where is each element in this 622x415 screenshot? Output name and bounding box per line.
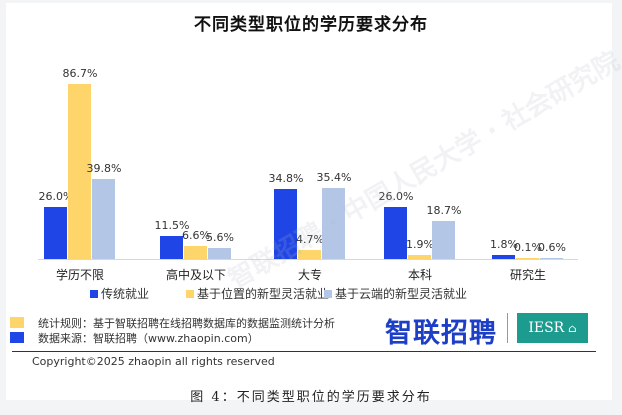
legend-item-traditional: 传统就业	[90, 285, 149, 302]
bar	[92, 178, 115, 259]
legend-swatch-icon	[324, 289, 332, 298]
data-label: 5.6%	[206, 230, 234, 244]
iesr-logo-text: IESR	[528, 320, 565, 336]
data-label: 11.5%	[154, 218, 190, 232]
bar	[68, 84, 91, 259]
statistics-rule-note: 统计规则：基于智联招聘在线招聘数据库的数据监测统计分析	[10, 315, 335, 330]
bar	[492, 255, 515, 259]
category-label: 学历不限	[55, 268, 104, 282]
side-background	[612, 0, 622, 415]
figure-caption: 图 4：不同类型职位的学历要求分布	[190, 390, 432, 405]
legend-swatch-icon	[90, 289, 98, 298]
category-label: 大专	[297, 268, 322, 282]
statistics-rule-text: 统计规则：基于智联招聘在线招聘数据库的数据监测统计分析	[38, 316, 335, 330]
chart-notes: 统计规则：基于智联招聘在线招聘数据库的数据监测统计分析 数据来源：智联招聘（ww…	[10, 315, 335, 345]
bar	[160, 235, 183, 259]
data-label: 0.6%	[538, 240, 566, 254]
bar	[184, 245, 207, 259]
category-label: 本科	[407, 268, 432, 282]
data-label: 34.8%	[268, 171, 304, 185]
zhaopin-logo: 智联招聘	[385, 318, 497, 349]
data-label: 18.7%	[426, 204, 462, 218]
iesr-logo: IESR ⌂	[517, 313, 588, 343]
bar	[516, 258, 539, 259]
bar-chart: 26.0% 86.7% 39.8% 学历不限 11.5% 6.6% 5.6% 高中及以下 34.…	[38, 40, 578, 282]
data-label: 1.9%	[406, 238, 434, 252]
footer-divider	[12, 351, 596, 352]
data-label: 26.0%	[378, 189, 414, 203]
bar	[208, 247, 231, 259]
data-label: 0.1%	[514, 241, 542, 254]
bar	[322, 187, 345, 259]
bar	[540, 257, 563, 259]
bar	[384, 206, 407, 259]
legend-label: 传统就业	[101, 287, 150, 301]
note-square-icon	[10, 332, 24, 343]
category-label: 研究生	[509, 268, 546, 282]
x-axis-line	[38, 259, 578, 260]
legend-label: 基于位置的新型灵活就业	[197, 287, 330, 301]
data-source-text: 数据来源：智联招聘（www.zhaopin.com）	[38, 331, 259, 345]
legend-label: 基于云端的新型灵活就业	[335, 287, 468, 301]
legend-item-location-based: 基于位置的新型灵活就业	[186, 285, 329, 302]
house-icon: ⌂	[568, 321, 577, 335]
bar	[274, 188, 297, 259]
bar	[298, 249, 321, 259]
bar	[44, 206, 67, 259]
data-label: 39.8%	[86, 161, 122, 175]
data-label: 35.4%	[316, 170, 352, 184]
chart-title: 不同类型职位的学历要求分布	[194, 15, 428, 35]
legend-swatch-icon	[186, 289, 194, 298]
category-label: 高中及以下	[165, 268, 226, 282]
copyright-text: Copyright©2025 zhaopin all rights reserv…	[32, 355, 275, 368]
legend-item-cloud-based: 基于云端的新型灵活就业	[324, 285, 467, 302]
bar	[408, 255, 431, 259]
data-source-note: 数据来源：智联招聘（www.zhaopin.com）	[10, 330, 335, 345]
data-label: 86.7%	[62, 67, 98, 80]
data-label: 26.0%	[38, 189, 74, 203]
bar	[432, 221, 455, 259]
data-label: 4.7%	[296, 232, 324, 246]
data-label: 6.6%	[182, 228, 210, 242]
note-square-icon	[10, 317, 24, 328]
logo-divider	[507, 313, 508, 343]
data-label: 1.8%	[490, 238, 518, 252]
